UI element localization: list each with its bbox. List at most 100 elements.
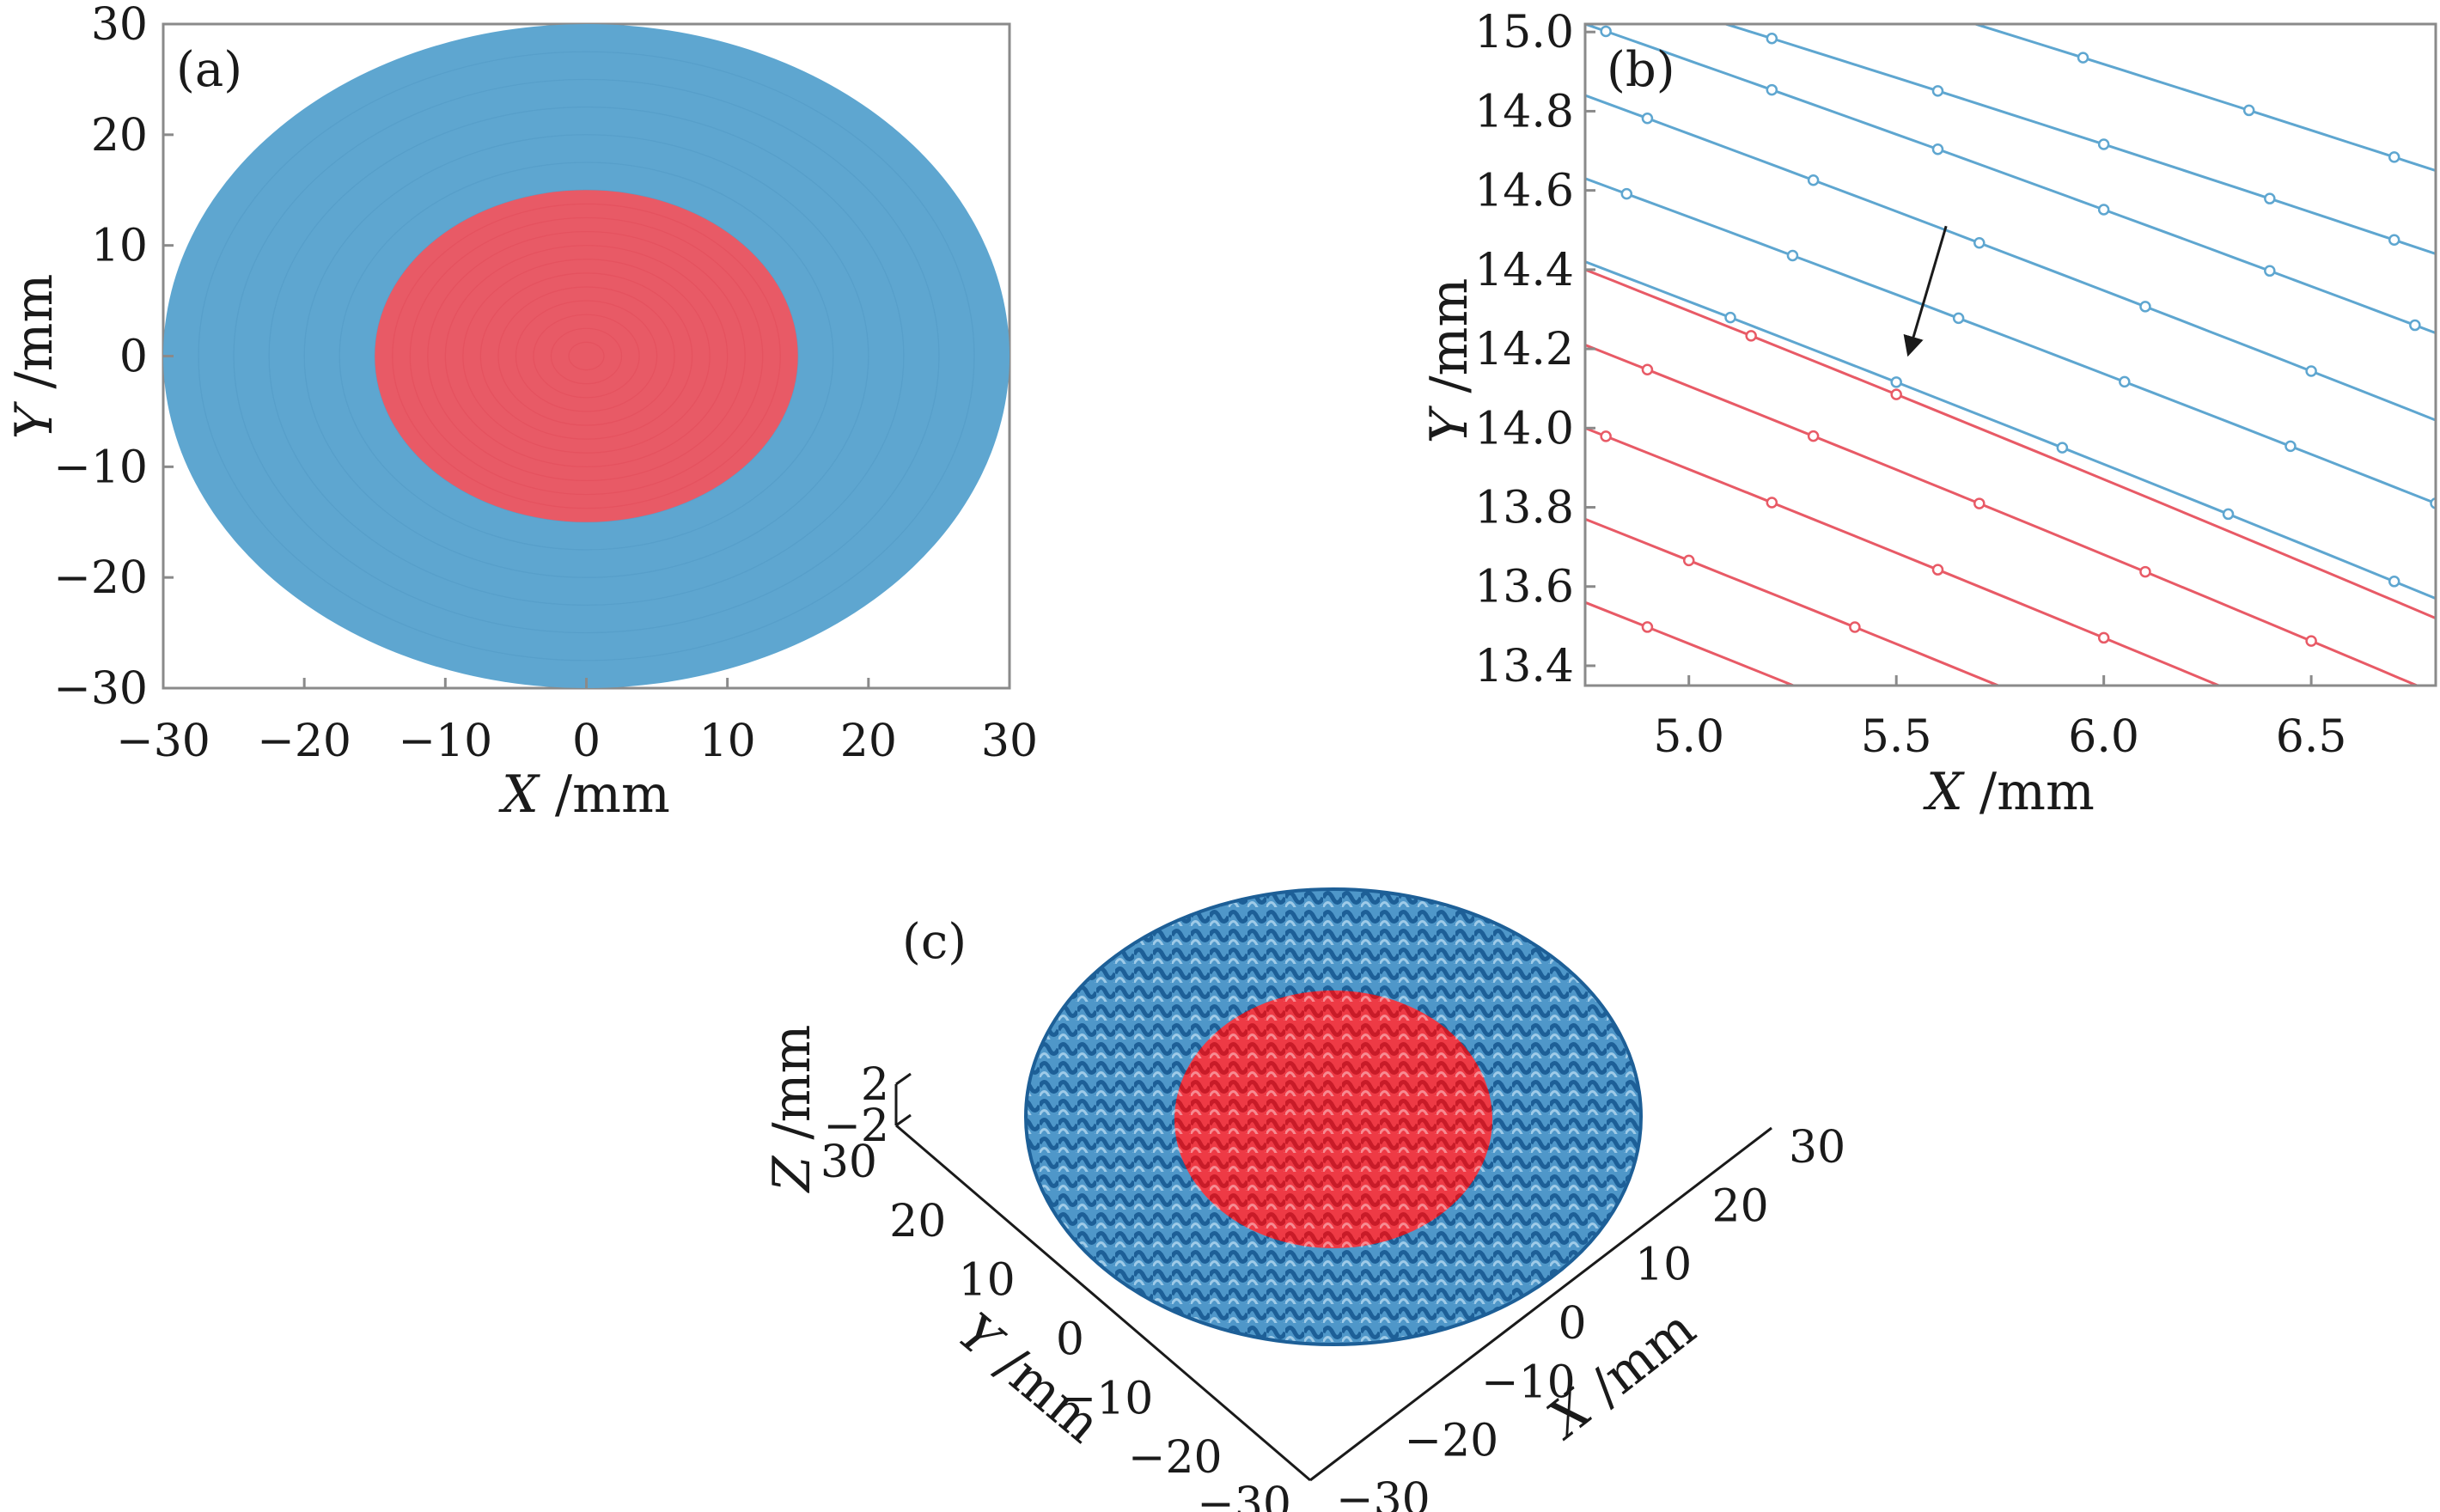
panel-b-series-marker bbox=[2097, 631, 2110, 644]
panel-a-ring bbox=[479, 272, 693, 440]
panel-b: 5.0 5.5 6.0 6.5 15.0 14.8 14.6 14.4 14.2 14.0 13.… bbox=[1419, 7, 2437, 822]
panel-a-xtick-label: −10 bbox=[398, 716, 492, 767]
panel-b-xtick-label: 6.0 bbox=[2068, 711, 2139, 763]
panel-a-ytick-label: −10 bbox=[53, 442, 148, 493]
panel-a-ring bbox=[268, 107, 905, 606]
panel-c-xtick-label: 20 bbox=[1712, 1180, 1769, 1232]
panel-c-ztick-label: −2 bbox=[823, 1100, 889, 1152]
panel-c-xtick-label: 10 bbox=[1635, 1240, 1692, 1291]
panel-c-xtick-label: −30 bbox=[1336, 1474, 1430, 1512]
panel-c-surface bbox=[1024, 887, 1643, 1346]
panel-b-series-marker bbox=[2264, 192, 2276, 204]
panel-b-ytick-label: 14.8 bbox=[1474, 86, 1574, 137]
panel-b-ytick-label: 15.0 bbox=[1474, 7, 1574, 58]
panel-a-xtick-label: 10 bbox=[699, 716, 756, 767]
panel-c-x-axis bbox=[1309, 1126, 1772, 1482]
panel-b-series-line bbox=[1971, 24, 2436, 173]
panel-b-arrow bbox=[1903, 225, 1948, 357]
panel-a-region-1 bbox=[375, 190, 798, 522]
panel-b-series-line bbox=[1585, 601, 1797, 686]
panel-c-xtick-label: 0 bbox=[1559, 1298, 1587, 1350]
panel-a-ytick-label: 20 bbox=[91, 110, 148, 162]
panel-b-series-marker bbox=[1973, 237, 1986, 249]
panel-b-series-marker bbox=[1600, 25, 1612, 38]
panel-c-ztick-label: 2 bbox=[861, 1059, 889, 1111]
panel-a-ring bbox=[497, 286, 675, 426]
panel-b-ytick-label: 13.6 bbox=[1474, 562, 1574, 613]
panel-b-series-line bbox=[1585, 344, 2421, 686]
panel-a-xtick-label: −30 bbox=[116, 716, 210, 767]
panel-c-ytick-label: 10 bbox=[958, 1255, 1015, 1307]
panel-b-series-line bbox=[1585, 268, 2436, 619]
panel-b-series-marker bbox=[2388, 151, 2400, 163]
panel-b-series-marker bbox=[2097, 138, 2110, 150]
panel-a-ring bbox=[533, 314, 640, 399]
panel-b-series-line bbox=[1585, 94, 2436, 422]
panel-b-series-marker bbox=[1952, 312, 1965, 325]
panel-c-zlabel: Z /mm bbox=[762, 1025, 822, 1194]
panel-b-series-marker bbox=[1620, 187, 1633, 200]
panel-c-xtick-label: −20 bbox=[1405, 1416, 1499, 1467]
panel-a-ring bbox=[198, 51, 975, 662]
panel-a: −30 −20 −10 0 10 20 30 30 20 10 0 −10 −20 −30 (a) X … bbox=[4, 0, 1038, 825]
panel-a-xlabel: X /mm bbox=[498, 765, 670, 825]
panel-b-series-marker bbox=[1786, 249, 1799, 262]
panel-b-ytick-label: 13.8 bbox=[1474, 483, 1574, 534]
panel-b-series-marker bbox=[1807, 174, 1820, 186]
panel-a-ring bbox=[515, 300, 658, 412]
panel-b-series-marker bbox=[2388, 234, 2400, 247]
panel-a-label: (a) bbox=[176, 42, 242, 98]
panel-c-z-tick-bottom bbox=[895, 1113, 912, 1127]
panel-b-series-marker bbox=[1766, 32, 1778, 45]
panel-c-ytick-label: 0 bbox=[1056, 1314, 1084, 1366]
panel-a-ring bbox=[568, 341, 605, 371]
panel-b-series-marker bbox=[1641, 112, 1654, 125]
panel-a-ytick-label: 30 bbox=[91, 0, 148, 51]
panel-b-series-marker bbox=[2388, 576, 2400, 588]
panel-b-series-marker bbox=[2305, 365, 2317, 377]
panel-b-frame bbox=[1583, 22, 2437, 687]
panel-b-ytick-label: 14.4 bbox=[1474, 245, 1574, 296]
panel-b-xtick-label: 6.5 bbox=[2276, 711, 2347, 763]
panel-b-series-marker bbox=[1745, 330, 1757, 342]
panel-c-ytick-label: 20 bbox=[889, 1196, 946, 1247]
panel-b-series-marker bbox=[2139, 301, 2151, 313]
panel-b-series-marker bbox=[1890, 376, 1902, 388]
panel-c-ytick-label: −30 bbox=[1197, 1478, 1291, 1512]
panel-b-series-marker bbox=[1809, 689, 1818, 698]
panel-b-series-line bbox=[1585, 517, 2002, 686]
panel-a-ring bbox=[409, 216, 764, 496]
panel-b-series-marker bbox=[2077, 52, 2089, 64]
panel-b-series-marker bbox=[1807, 430, 1820, 442]
panel-c-xtick-label: −10 bbox=[1481, 1357, 1576, 1408]
panel-b-series-marker bbox=[1890, 388, 1902, 400]
panel-b-series-line bbox=[1585, 260, 2436, 600]
panel-b-series-marker bbox=[2139, 565, 2151, 578]
panel-b-ylabel: Y /mm bbox=[1419, 278, 1479, 444]
panel-a-ring bbox=[233, 78, 940, 634]
panel-b-series-line bbox=[1721, 24, 2436, 255]
panel-b-series-marker bbox=[1931, 143, 1944, 155]
panel-b-xlabel: X /mm bbox=[1923, 762, 2095, 822]
panel-b-ytick-label: 13.4 bbox=[1474, 641, 1574, 692]
panel-a-ytick-label: 10 bbox=[91, 221, 148, 272]
panel-c-inner-disk bbox=[1174, 991, 1492, 1248]
panel-a-ring bbox=[303, 134, 869, 578]
panel-c-ytick-label: 30 bbox=[820, 1137, 877, 1188]
panel-b-series-marker bbox=[2097, 204, 2110, 216]
panel-b-series-marker bbox=[1600, 430, 1612, 442]
panel-a-ytick-label: −20 bbox=[53, 552, 148, 604]
panel-b-series-marker bbox=[1931, 564, 1944, 576]
panel-b-series-marker bbox=[2222, 508, 2235, 521]
panel-b-series-marker bbox=[1641, 363, 1654, 375]
panel-c-ytick-label: −10 bbox=[1059, 1373, 1154, 1424]
panel-a-xtick-label: −20 bbox=[257, 716, 351, 767]
panel-c-ytick-label: −20 bbox=[1128, 1432, 1223, 1484]
panel-a-ring bbox=[339, 162, 834, 551]
panel-a-ring bbox=[462, 259, 711, 454]
panel-c-y-axis bbox=[895, 1124, 1311, 1482]
panel-b-series-line bbox=[1585, 24, 2436, 335]
panel-b-xtick-label: 5.0 bbox=[1653, 711, 1724, 763]
